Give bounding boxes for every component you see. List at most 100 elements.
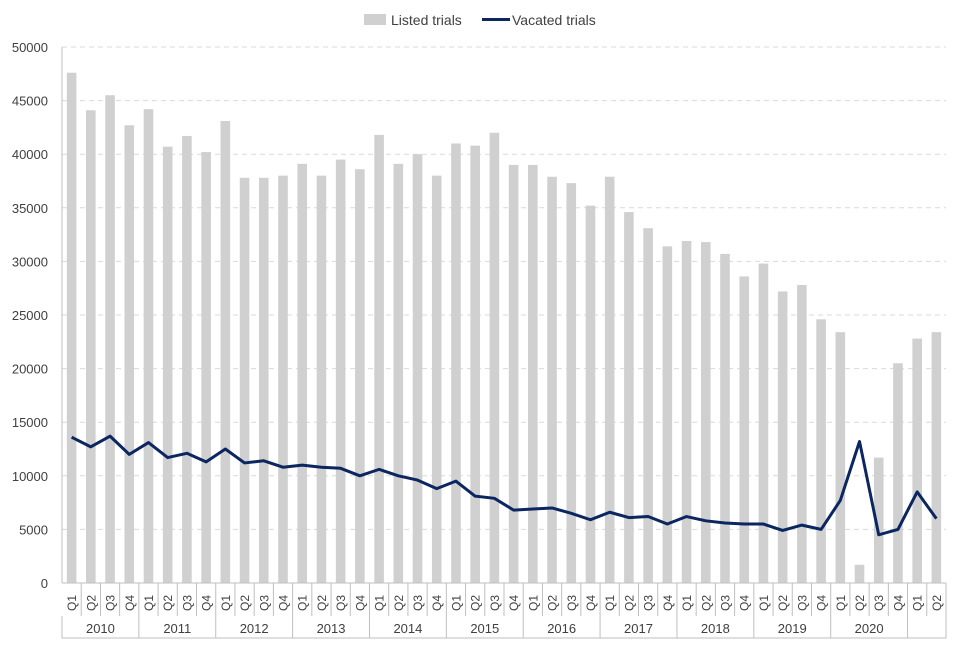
bar-listed-trials-1 xyxy=(86,110,96,584)
legend: Listed trials Vacated trials xyxy=(364,12,596,28)
bar-listed-trials-4 xyxy=(143,109,154,584)
x-tick-quarter-25: Q2 xyxy=(546,595,560,611)
x-tick-quarter-44: Q1 xyxy=(911,595,925,611)
y-axis-tick-labels: 0 5000 10000 15000 20000 25000 30000 35000 40000… xyxy=(12,40,48,591)
x-tick-quarter-6: Q3 xyxy=(180,595,194,611)
bar-listed-trials-39 xyxy=(816,319,826,583)
x-tick-quarter-13: Q2 xyxy=(315,595,329,611)
x-tick-quarter-42: Q3 xyxy=(872,595,886,611)
y-tick-label-35000: 35000 xyxy=(12,201,48,216)
y-tick-label-30000: 30000 xyxy=(12,254,48,269)
axes xyxy=(61,47,947,639)
x-tick-quarter-19: Q4 xyxy=(430,595,444,611)
bar-listed-trials-22 xyxy=(489,132,500,583)
x-tick-quarter-32: Q1 xyxy=(680,595,694,611)
bar-listed-trials-38 xyxy=(797,284,807,583)
x-tick-quarter-14: Q3 xyxy=(334,595,348,611)
bar-listed-trials-30 xyxy=(643,228,653,583)
x-tick-quarter-31: Q4 xyxy=(661,595,675,611)
x-tick-quarter-23: Q4 xyxy=(507,595,521,611)
x-tick-quarter-37: Q2 xyxy=(776,595,790,611)
bar-listed-trials-11 xyxy=(278,175,288,583)
x-tick-quarter-21: Q2 xyxy=(469,595,483,611)
x-tick-quarter-8: Q1 xyxy=(219,595,233,611)
x-tick-quarter-28: Q1 xyxy=(603,595,617,611)
bar-listed-trials-10 xyxy=(258,177,269,583)
x-tick-quarter-39: Q4 xyxy=(815,595,829,611)
bar-listed-trials-36 xyxy=(758,263,769,583)
bar-listed-trials-12 xyxy=(297,163,308,583)
x-tick-quarter-38: Q3 xyxy=(795,595,809,611)
x-tick-quarter-7: Q4 xyxy=(200,595,214,611)
x-tick-year-6: 2016 xyxy=(547,621,576,636)
bar-listed-trials-20 xyxy=(451,143,461,584)
y-tick-label-40000: 40000 xyxy=(12,147,48,162)
bar-listed-trials-40 xyxy=(835,332,846,583)
x-tick-quarter-43: Q4 xyxy=(891,595,905,611)
x-tick-quarter-9: Q2 xyxy=(238,595,252,611)
bar-listed-trials-45 xyxy=(931,332,942,583)
bar-listed-trials-6 xyxy=(182,135,192,583)
bar-listed-trials-23 xyxy=(508,164,519,584)
x-tick-quarter-12: Q1 xyxy=(296,595,310,611)
bar-listed-trials-25 xyxy=(547,176,557,583)
x-tick-quarter-2: Q3 xyxy=(104,595,118,611)
y-tick-label-50000: 50000 xyxy=(12,40,48,55)
bar-listed-trials-26 xyxy=(566,183,577,584)
bar-listed-trials-42 xyxy=(873,457,884,583)
legend-label-vacated-trials: Vacated trials xyxy=(512,12,596,28)
x-tick-quarter-4: Q1 xyxy=(142,595,156,611)
x-tick-year-1: 2011 xyxy=(163,621,191,636)
bar-listed-trials-0 xyxy=(66,72,77,583)
bar-listed-trials-35 xyxy=(739,276,750,583)
x-tick-quarter-16: Q1 xyxy=(373,595,387,611)
y-tick-label-5000: 5000 xyxy=(19,522,48,537)
x-tick-quarter-40: Q1 xyxy=(834,595,848,611)
x-tick-quarter-41: Q2 xyxy=(853,595,867,611)
x-tick-quarter-1: Q2 xyxy=(84,595,98,611)
x-tick-quarter-15: Q4 xyxy=(353,595,367,611)
x-tick-year-7: 2017 xyxy=(624,621,653,636)
x-tick-quarter-24: Q1 xyxy=(526,595,540,611)
y-tick-label-10000: 10000 xyxy=(12,469,48,484)
y-tick-label-15000: 15000 xyxy=(12,415,48,430)
x-tick-year-9: 2019 xyxy=(778,621,807,636)
bar-listed-trials-8 xyxy=(220,120,231,583)
bar-listed-trials-37 xyxy=(777,291,788,583)
bar-listed-trials-29 xyxy=(624,212,634,583)
x-tick-quarter-18: Q3 xyxy=(411,595,425,611)
x-tick-quarter-30: Q3 xyxy=(642,595,656,611)
x-tick-quarter-3: Q4 xyxy=(123,595,137,611)
bar-listed-trials-41 xyxy=(854,564,865,583)
x-tick-quarter-27: Q4 xyxy=(584,595,598,611)
bar-listed-trials-16 xyxy=(374,134,384,584)
x-tick-quarter-33: Q2 xyxy=(699,595,713,611)
bar-listed-trials-18 xyxy=(412,154,423,583)
y-tick-label-20000: 20000 xyxy=(12,362,48,377)
x-tick-quarter-0: Q1 xyxy=(65,595,79,611)
x-tick-year-8: 2018 xyxy=(701,621,730,636)
listed-trials-bars xyxy=(66,72,942,584)
x-tick-quarter-10: Q3 xyxy=(257,595,271,611)
y-tick-label-45000: 45000 xyxy=(12,94,48,109)
legend-swatch-listed-trials xyxy=(364,14,386,25)
x-tick-quarter-35: Q4 xyxy=(738,595,752,611)
bar-listed-trials-43 xyxy=(893,363,903,583)
bar-listed-trials-2 xyxy=(105,95,115,584)
bar-listed-trials-15 xyxy=(355,169,365,583)
bar-listed-trials-14 xyxy=(335,159,346,583)
bar-listed-trials-33 xyxy=(700,242,711,583)
x-tick-quarter-22: Q3 xyxy=(488,595,502,611)
y-tick-label-0: 0 xyxy=(41,576,48,591)
x-tick-quarter-34: Q3 xyxy=(719,595,733,611)
x-tick-quarter-5: Q2 xyxy=(161,595,175,611)
vacated-trials-line xyxy=(70,434,938,537)
bar-listed-trials-19 xyxy=(431,175,442,583)
x-tick-quarter-26: Q3 xyxy=(565,595,579,611)
bar-listed-trials-5 xyxy=(162,146,173,584)
x-tick-year-2: 2012 xyxy=(240,621,269,636)
x-tick-quarter-20: Q1 xyxy=(449,595,463,611)
x-tick-year-5: 2015 xyxy=(470,621,499,636)
